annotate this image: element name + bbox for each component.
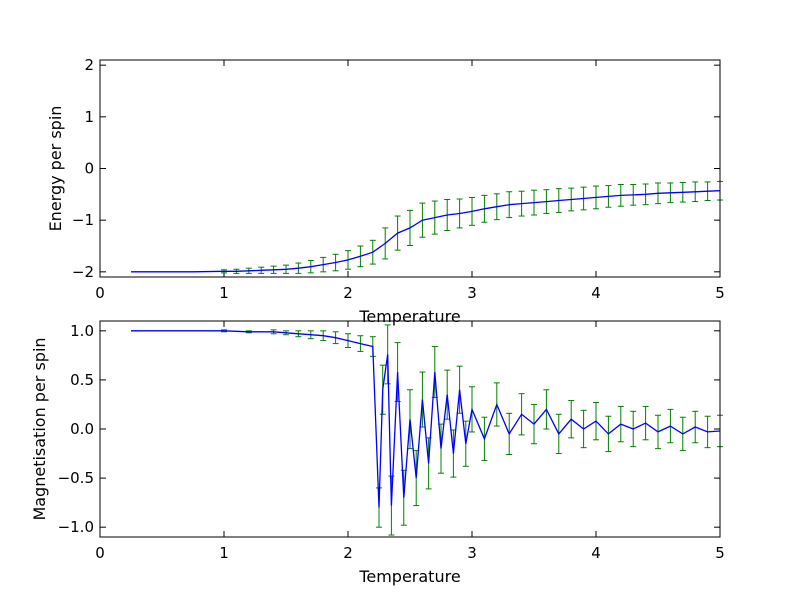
- energy-x-axis-label: Temperature: [358, 307, 460, 326]
- magnetisation-x-tick-label: 5: [715, 544, 725, 562]
- energy-x-tick-label: 0: [95, 284, 105, 302]
- energy-y-tick-label: −1: [72, 211, 94, 229]
- energy-x-tick-label: 4: [591, 284, 601, 302]
- energy-y-tick-label: 2: [84, 56, 94, 74]
- energy-x-tick-label: 3: [467, 284, 477, 302]
- magnetisation-x-tick-label: 3: [467, 544, 477, 562]
- energy-y-tick-label: 1: [84, 108, 94, 126]
- magnetisation-y-tick-label: 0.5: [70, 371, 94, 389]
- magnetisation-tick-labels: 0 1 2 3 4 5 −1.0 −0.5 0.0 0.5 1.0: [58, 322, 725, 562]
- energy-series-line: [131, 190, 721, 273]
- energy-x-tick-label: 5: [715, 284, 725, 302]
- magnetisation-x-tick-label: 0: [95, 544, 105, 562]
- energy-subplot: 0 1 2 3 4 5 −2 −1 0 1 2 Temperature Energy per spi…: [46, 56, 725, 326]
- magnetisation-y-axis-label: Magnetisation per spin: [30, 337, 49, 520]
- magnetisation-axes-frame: [99, 320, 721, 538]
- energy-y-axis-label: Energy per spin: [46, 106, 65, 232]
- magnetisation-y-tick-label: −0.5: [58, 469, 94, 487]
- magnetisation-x-tick-label: 1: [219, 544, 229, 562]
- energy-axes-frame: [99, 59, 721, 278]
- magnetisation-x-tick-label: 2: [343, 544, 353, 562]
- magnetisation-ticks: [99, 321, 721, 537]
- energy-y-tick-label: 0: [84, 160, 94, 178]
- magnetisation-subplot: 0 1 2 3 4 5 −1.0 −0.5 0.0 0.5 1.0 Temperature Magn…: [30, 320, 725, 586]
- magnetisation-y-tick-label: 0.0: [70, 420, 94, 438]
- magnetisation-y-tick-label: 1.0: [70, 322, 94, 340]
- energy-x-tick-label: 2: [343, 284, 353, 302]
- magnetisation-x-tick-label: 4: [591, 544, 601, 562]
- magnetisation-series-line: [131, 330, 721, 508]
- energy-y-tick-label: −2: [72, 263, 94, 281]
- magnetisation-y-tick-label: −1.0: [58, 518, 94, 536]
- energy-x-tick-label: 1: [219, 284, 229, 302]
- energy-tick-labels: 0 1 2 3 4 5 −2 −1 0 1 2: [72, 56, 725, 302]
- magnetisation-x-axis-label: Temperature: [358, 567, 460, 586]
